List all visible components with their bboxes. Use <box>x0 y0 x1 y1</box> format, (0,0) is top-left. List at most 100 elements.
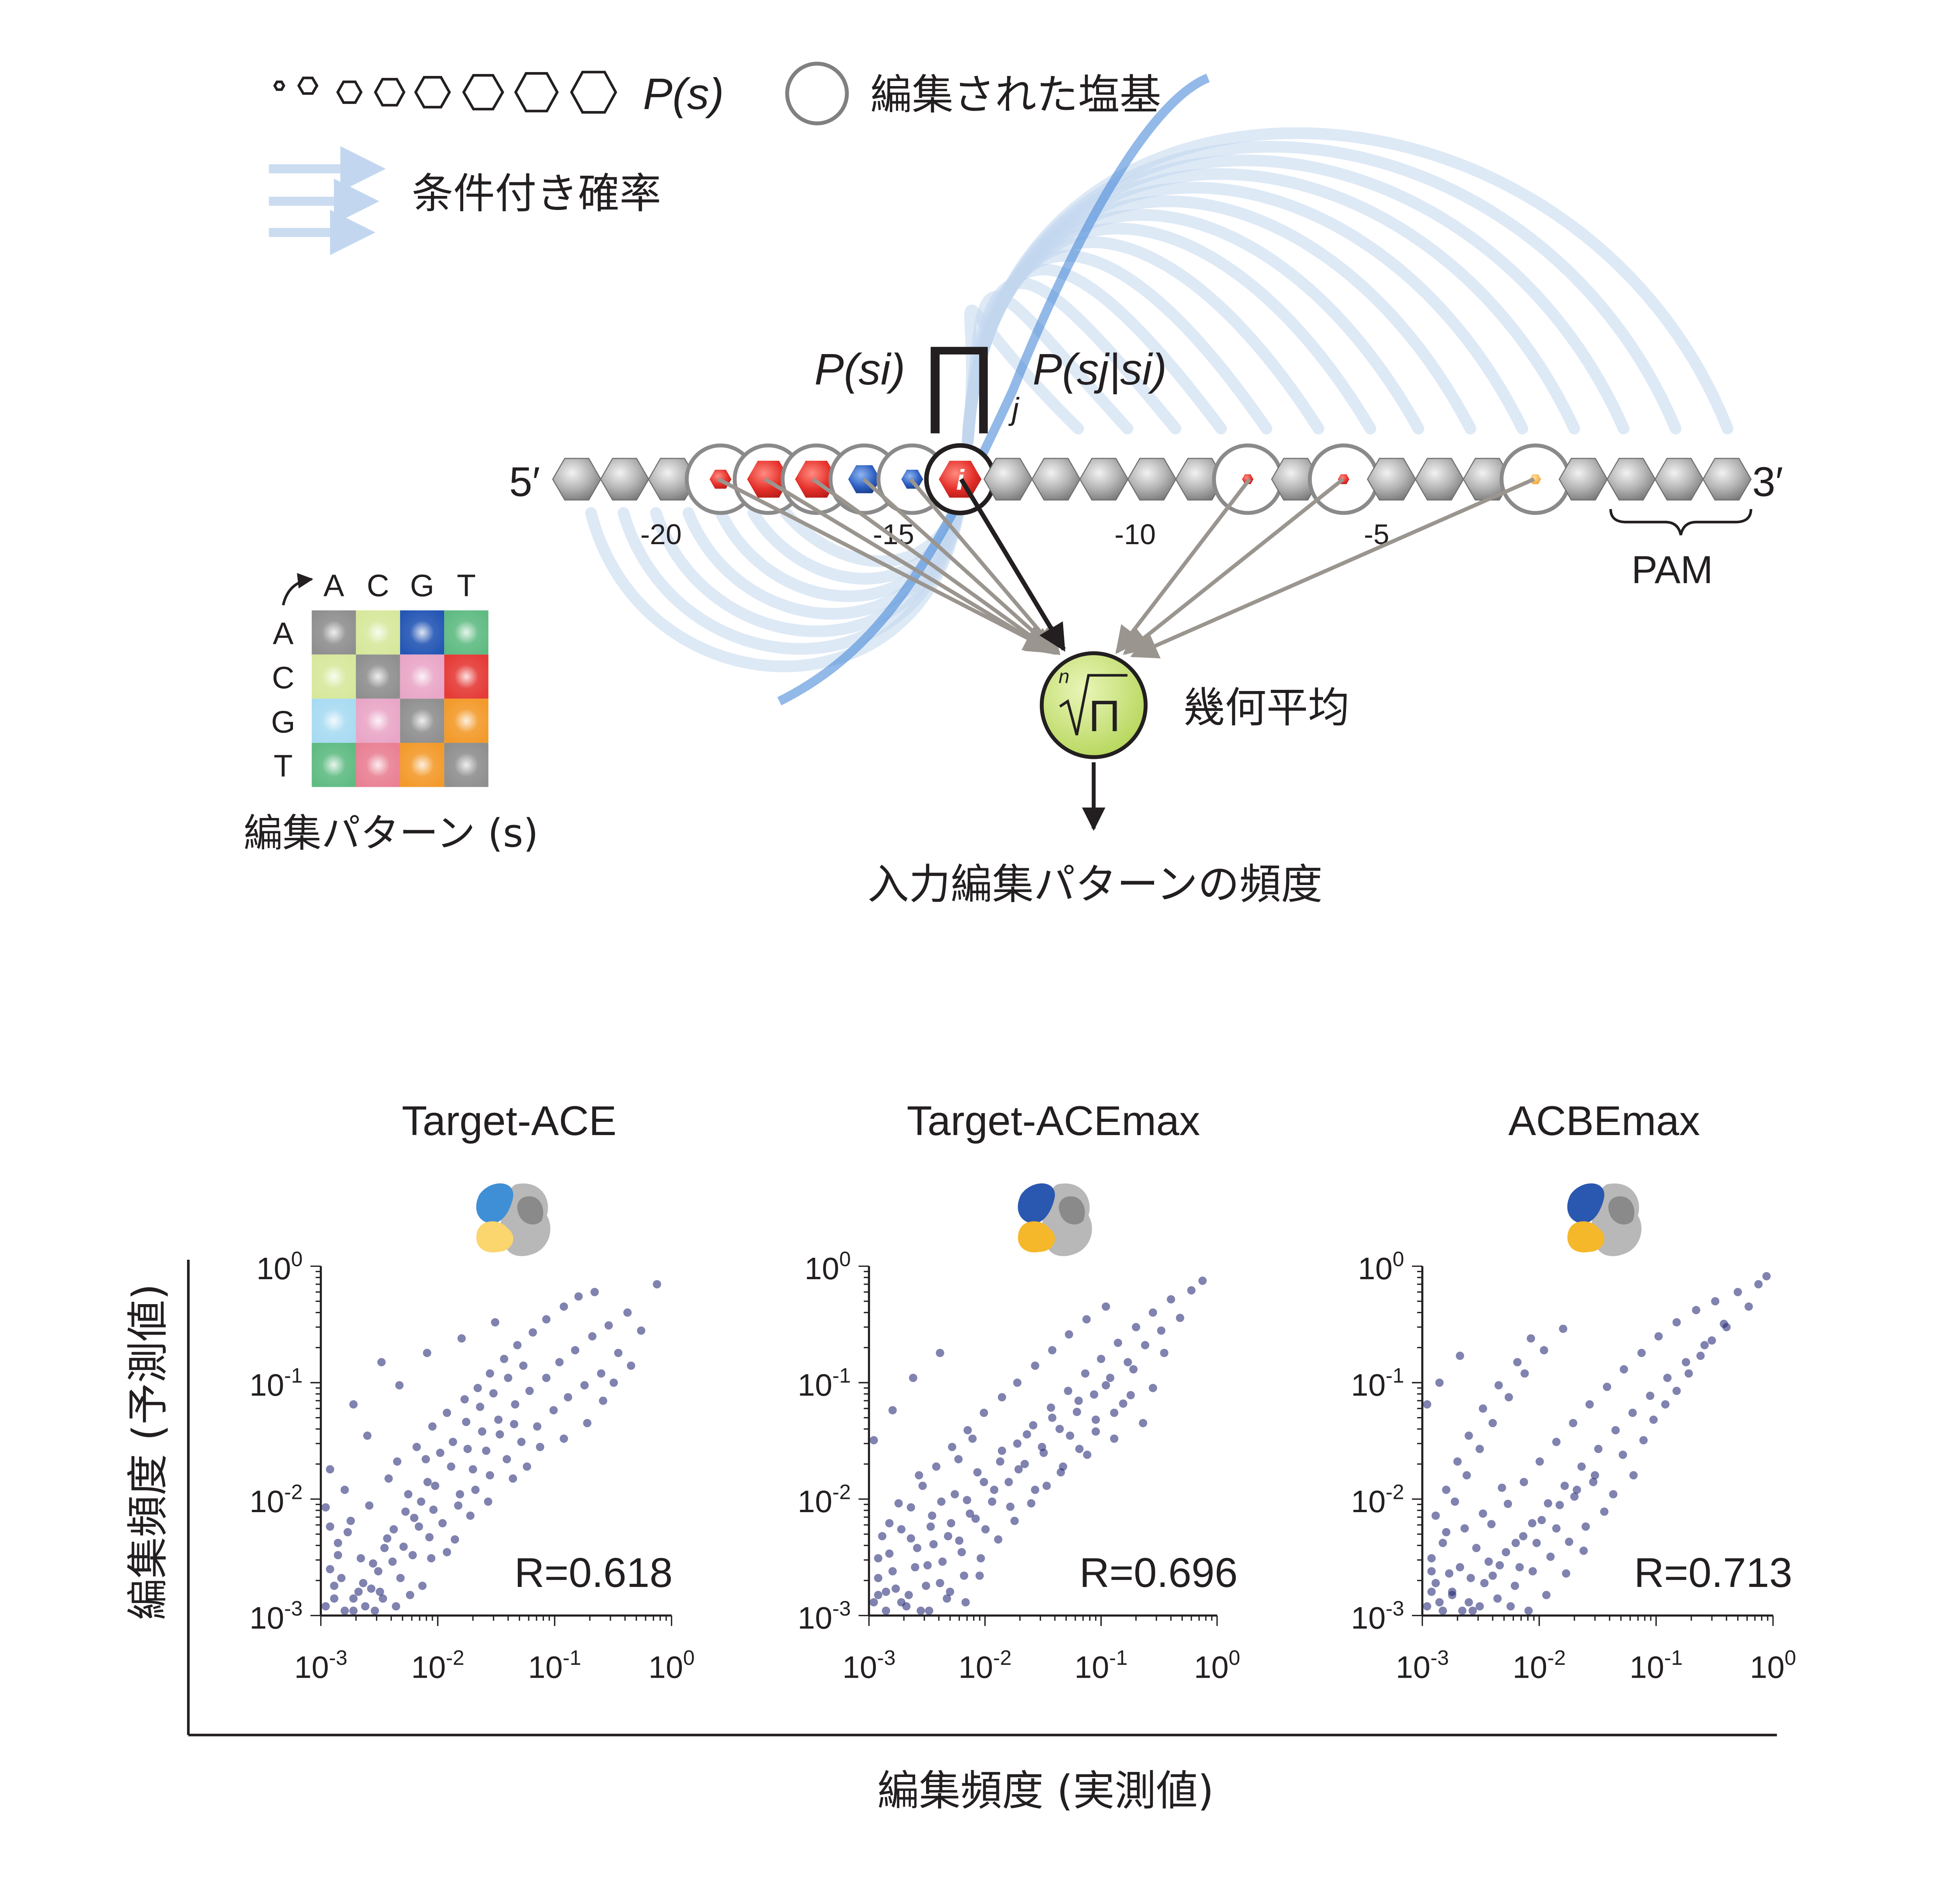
scatter-point <box>454 1501 462 1510</box>
scatter-point <box>528 1328 537 1337</box>
hexagon-icon <box>514 72 559 113</box>
scatter-point <box>522 1462 531 1471</box>
scatter-point <box>925 1606 933 1615</box>
scatter-point <box>476 1403 484 1411</box>
scatter-point <box>330 1594 339 1603</box>
scatter-point <box>1480 1579 1489 1587</box>
scatter-point <box>374 1567 383 1576</box>
hexagon-icon <box>462 74 505 111</box>
scatter-point <box>494 1416 503 1424</box>
x-tick-label: 100 <box>648 1647 695 1684</box>
y-tick-label: 10-3 <box>798 1597 850 1635</box>
scatter-point <box>401 1507 410 1516</box>
scatter-point <box>423 1349 431 1357</box>
scatter-point <box>1559 1324 1567 1333</box>
scatter-point <box>1463 1471 1471 1480</box>
scatter-point <box>1091 1427 1100 1436</box>
scatter-point <box>349 1606 358 1615</box>
scatter-point <box>478 1427 487 1436</box>
matrix-cell-highlight <box>400 610 445 655</box>
scatter-point <box>1468 1606 1477 1615</box>
scatter-point <box>1484 1557 1493 1566</box>
scatter-point <box>1075 1445 1084 1453</box>
geometric-mean-circle <box>1039 651 1148 759</box>
x-tick-label: 10-1 <box>1630 1647 1683 1684</box>
base-hexagon <box>1654 458 1704 501</box>
scatter-point <box>926 1522 935 1531</box>
scatter-point <box>1570 1492 1579 1501</box>
scatter-point <box>542 1373 551 1382</box>
scatter-point <box>1020 1460 1029 1469</box>
scatter-point <box>574 1292 583 1301</box>
matrix-cell-highlight <box>356 654 400 699</box>
scatter-point <box>1438 1606 1447 1615</box>
scatter-point <box>1618 1451 1627 1459</box>
scatter-point <box>1139 1419 1147 1428</box>
scatter-point <box>1684 1369 1693 1378</box>
scatter-point <box>590 1288 599 1296</box>
scatter-point <box>897 1598 906 1607</box>
probability-label: P(s) <box>643 69 724 119</box>
y-tick-label: 10-3 <box>1351 1597 1404 1635</box>
x-tick-label: 10-1 <box>528 1647 581 1684</box>
x-tick-label: 10-1 <box>1075 1647 1128 1684</box>
scatter-point <box>963 1496 971 1504</box>
scatter-point <box>1479 1404 1487 1413</box>
matrix-cell-highlight <box>356 698 400 743</box>
matrix-cell-highlight <box>400 743 445 787</box>
scatter-point <box>1097 1354 1105 1363</box>
scatter-point <box>1166 1295 1175 1304</box>
scatter-point <box>1649 1416 1658 1424</box>
scatter-point <box>377 1358 386 1366</box>
hexagon-icon <box>570 71 618 114</box>
scatter-point <box>462 1417 471 1426</box>
scatter-point <box>885 1519 894 1528</box>
scatter-point <box>948 1443 956 1451</box>
scatter-point <box>513 1341 522 1349</box>
scatter-point <box>990 1486 999 1494</box>
scatter-point <box>1637 1349 1646 1357</box>
panel-title: Target-ACEmax <box>907 1097 1200 1144</box>
scatter-point <box>417 1497 425 1506</box>
scatter-point <box>1672 1318 1681 1327</box>
scatter-point <box>428 1422 437 1431</box>
scatter-point <box>1187 1286 1196 1295</box>
scatter-point <box>542 1315 551 1324</box>
matrix-row-label: T <box>273 749 293 783</box>
scatter-point <box>412 1443 421 1451</box>
x-tick-label: 10-3 <box>1396 1647 1449 1684</box>
scatter-point <box>637 1326 646 1335</box>
scatter-point <box>1445 1569 1454 1578</box>
scatter-point <box>870 1436 878 1445</box>
scatter-point <box>363 1432 372 1440</box>
scatter-point <box>1149 1384 1157 1393</box>
panel-title: ACBEmax <box>1508 1097 1700 1144</box>
scatter-point <box>1526 1334 1535 1343</box>
scatter-point <box>519 1361 528 1370</box>
x-tick-label: 100 <box>1194 1647 1240 1684</box>
scatter-point <box>1013 1379 1022 1387</box>
scatter-point <box>559 1434 568 1443</box>
scatter-point <box>888 1406 897 1415</box>
scatter-point <box>1475 1602 1484 1611</box>
scatter-point <box>951 1490 959 1499</box>
scatter-point <box>1141 1341 1149 1349</box>
y-tick-label: 10-1 <box>249 1365 302 1402</box>
matrix-row-label: C <box>272 660 295 695</box>
scatter-point <box>369 1559 378 1568</box>
base-hexagon <box>1463 458 1512 501</box>
scatter-point <box>1754 1280 1763 1289</box>
scatter-point <box>1458 1606 1467 1615</box>
scatter-point <box>1048 1414 1057 1422</box>
scatter-point <box>1046 1403 1055 1412</box>
scatter-point <box>510 1420 519 1428</box>
x-tick-label: 10-3 <box>842 1647 895 1684</box>
scatter-point <box>536 1443 544 1451</box>
focus-arc <box>777 74 1210 705</box>
scatter-point <box>367 1584 376 1593</box>
scatter-point <box>321 1503 330 1512</box>
scatter-point <box>1609 1490 1618 1499</box>
scatter-point <box>1540 1346 1548 1354</box>
scatter-point <box>1524 1606 1533 1615</box>
pam-brace <box>1609 509 1752 536</box>
